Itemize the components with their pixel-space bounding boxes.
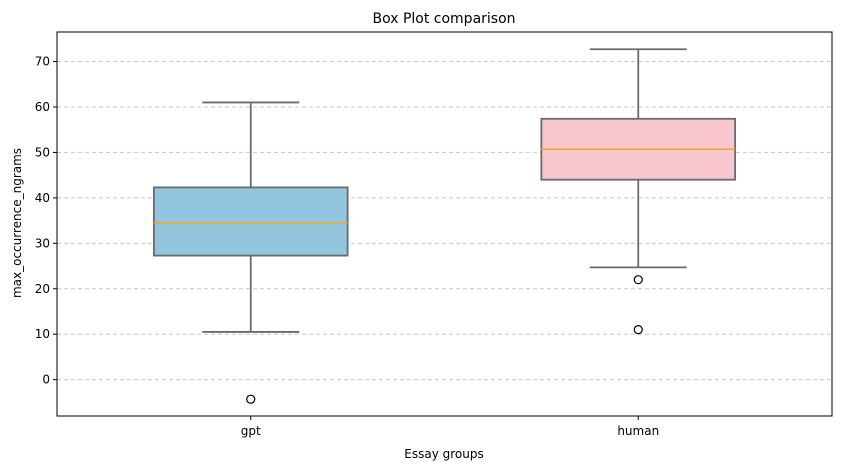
x-axis-label: Essay groups: [404, 447, 483, 461]
y-axis-label: max_occurrence_ngrams: [10, 148, 24, 298]
y-tick-label: 70: [35, 55, 50, 69]
boxes: [152, 48, 737, 404]
y-tick-label: 50: [35, 145, 50, 159]
plot-frame: [56, 31, 833, 417]
x-tick-label: human: [617, 424, 659, 438]
box-human: [540, 48, 737, 335]
y-tick-label: 30: [35, 236, 50, 250]
y-axis-ticks: 0 10 20 30 40 50 60 70: [35, 55, 57, 387]
y-tick-label: 20: [35, 282, 50, 296]
y-tick-label: 60: [35, 100, 50, 114]
y-tick-label: 0: [42, 373, 50, 387]
y-tick-label: 40: [35, 191, 50, 205]
outlier-point: [246, 394, 256, 404]
box-gpt: [152, 101, 349, 404]
x-tick-label: gpt: [241, 424, 261, 438]
outlier-point: [633, 325, 643, 335]
box-iqr: [152, 186, 349, 257]
chart-title: Box Plot comparison: [372, 11, 515, 27]
outlier-point: [633, 275, 643, 285]
x-axis-ticks: gpt human: [241, 416, 659, 438]
y-tick-label: 10: [35, 327, 50, 341]
